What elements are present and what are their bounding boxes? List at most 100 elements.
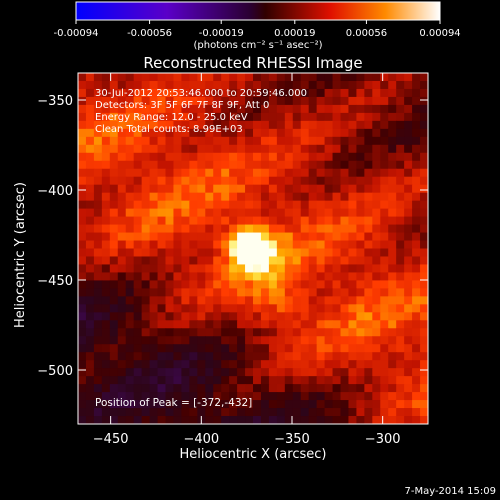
heatmap-cell xyxy=(356,280,365,289)
heatmap-cell xyxy=(93,104,103,114)
heatmap-cell xyxy=(109,136,119,146)
heatmap-cell xyxy=(292,160,302,170)
colorbar-tick-label: 0.00094 xyxy=(419,28,460,39)
heatmap-cell xyxy=(165,232,175,242)
heatmap-cell xyxy=(348,184,357,194)
heatmap-cell xyxy=(292,128,302,138)
heatmap-cell xyxy=(388,328,397,337)
heatmap-cell xyxy=(316,368,326,377)
heatmap-cell xyxy=(109,392,119,401)
heatmap-cell xyxy=(133,328,143,337)
heatmap-cell xyxy=(229,96,238,106)
heatmap-cell xyxy=(173,368,182,377)
heatmap-cell xyxy=(324,104,334,114)
heatmap-cell xyxy=(300,352,310,361)
heatmap-cell xyxy=(388,264,397,274)
heatmap-cell xyxy=(125,408,135,417)
heatmap-cell xyxy=(316,248,326,258)
heatmap-cell xyxy=(109,160,119,170)
heatmap-cell xyxy=(308,144,318,154)
heatmap-cell xyxy=(245,200,254,210)
heatmap-cell xyxy=(141,248,151,258)
heatmap-cell xyxy=(316,296,326,305)
heatmap-cell xyxy=(78,216,87,226)
heatmap-cell xyxy=(149,96,159,106)
colorbar-tick-label: -0.00019 xyxy=(199,28,244,39)
heatmap-cell xyxy=(316,232,326,242)
heatmap-cell xyxy=(356,288,365,297)
x-tick-label: −350 xyxy=(274,432,310,447)
heatmap-cell xyxy=(149,392,159,401)
heatmap-cell xyxy=(348,224,357,234)
heatmap-cell xyxy=(356,192,365,202)
heatmap-cell xyxy=(260,272,270,282)
heatmap-cell xyxy=(149,232,159,242)
heatmap-cell xyxy=(173,320,182,329)
heatmap-cell xyxy=(260,73,270,82)
heatmap-cell xyxy=(189,352,198,361)
heatmap-cell xyxy=(324,224,334,234)
heatmap-cell xyxy=(404,128,413,138)
heatmap-cell xyxy=(109,152,119,162)
heatmap-cell xyxy=(149,416,159,424)
heatmap-cell xyxy=(109,328,119,337)
heatmap-cell xyxy=(205,80,214,90)
heatmap-cell xyxy=(165,272,175,282)
heatmap-cell xyxy=(316,184,326,194)
heatmap-cell xyxy=(316,128,326,138)
heatmap-cell xyxy=(356,168,365,178)
heatmap-cell xyxy=(372,216,381,226)
heatmap-cell xyxy=(125,73,135,82)
heatmap-cell xyxy=(181,73,190,82)
heatmap-cell xyxy=(420,392,428,401)
heatmap-cell xyxy=(316,336,326,345)
heatmap-cell xyxy=(268,192,278,202)
heatmap-cell xyxy=(165,320,175,329)
heatmap-cell xyxy=(237,320,246,329)
heatmap-cell xyxy=(340,112,350,122)
heatmap-cell xyxy=(316,73,326,82)
heatmap-cell xyxy=(396,408,405,417)
heatmap-cell xyxy=(237,304,246,313)
heatmap-cell xyxy=(404,376,413,385)
heatmap-cell xyxy=(237,176,246,186)
heatmap-cell xyxy=(396,288,405,297)
heatmap-cell xyxy=(284,152,294,162)
heatmap-cell xyxy=(245,240,254,250)
heatmap-cell xyxy=(149,224,159,234)
heatmap-cell xyxy=(85,248,95,258)
heatmap-cell xyxy=(85,400,95,409)
heatmap-cell xyxy=(125,272,135,282)
heatmap-cell xyxy=(356,73,365,82)
heatmap-cell xyxy=(364,160,373,170)
heatmap-cell xyxy=(245,224,254,234)
heatmap-cell xyxy=(133,248,143,258)
heatmap-cell xyxy=(101,408,111,417)
heatmap-cell xyxy=(324,240,334,250)
heatmap-cell xyxy=(109,344,119,353)
heatmap-cell xyxy=(237,152,246,162)
heatmap-cell xyxy=(356,248,365,258)
heatmap-cell xyxy=(109,304,119,313)
heatmap-cell xyxy=(221,296,230,305)
heatmap-cell xyxy=(85,360,95,369)
heatmap-cell xyxy=(85,104,95,114)
heatmap-cell xyxy=(300,176,310,186)
heatmap-cell xyxy=(380,232,389,242)
heatmap-cell xyxy=(157,216,167,226)
heatmap-cell xyxy=(165,96,175,106)
heatmap-cell xyxy=(189,264,198,274)
heatmap-cell xyxy=(229,408,238,417)
heatmap-cell xyxy=(213,104,222,114)
heatmap-cell xyxy=(213,224,222,234)
heatmap-cell xyxy=(332,376,342,385)
heatmap-cell xyxy=(237,136,246,146)
heatmap-cell xyxy=(133,120,143,130)
heatmap-cell xyxy=(380,152,389,162)
heatmap-cell xyxy=(78,320,87,329)
heatmap-cell xyxy=(356,336,365,345)
heatmap-cell xyxy=(388,192,397,202)
heatmap-cell xyxy=(308,360,318,369)
heatmap-cell xyxy=(197,216,206,226)
heatmap-cell xyxy=(141,368,151,377)
